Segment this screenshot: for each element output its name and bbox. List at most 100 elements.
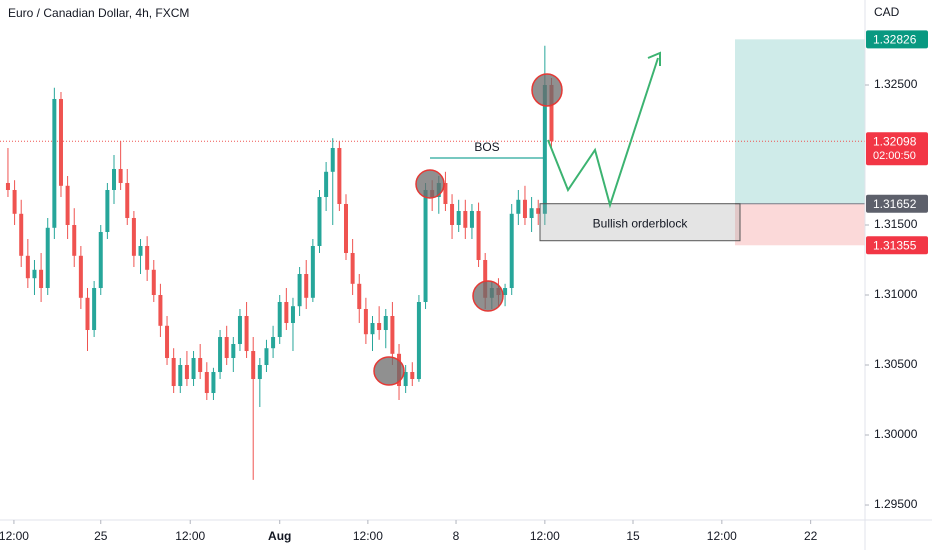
- candle-body: [65, 185, 70, 225]
- candle-body: [456, 210, 461, 225]
- candle-body: [536, 208, 541, 214]
- candle-body: [39, 269, 44, 289]
- stop-badge-bg: [866, 236, 928, 255]
- candle-body: [32, 269, 37, 279]
- candle-body: [145, 245, 150, 270]
- candle-body: [92, 288, 97, 331]
- candle-body: [98, 231, 103, 289]
- candle-body: [416, 302, 421, 380]
- candle-body: [390, 316, 395, 354]
- candle-body: [264, 348, 269, 366]
- candle-body: [218, 337, 223, 373]
- candle-body: [443, 182, 448, 204]
- y-tick-label: 1.32500: [874, 77, 918, 91]
- y-tick-label: 1.30500: [874, 357, 918, 371]
- orderblock-label: Bullish orderblock: [593, 216, 689, 230]
- candle-body: [529, 208, 534, 218]
- candle-body: [509, 213, 514, 289]
- x-tick-label: 12:00: [707, 529, 737, 543]
- y-tick-label: 1.29500: [874, 497, 918, 511]
- highlight-ellipse: [531, 73, 563, 107]
- candle-body: [5, 182, 10, 190]
- x-tick-label: 12:00: [353, 529, 383, 543]
- candle-body: [118, 168, 123, 183]
- candle-body: [244, 316, 249, 352]
- candle-body: [19, 213, 24, 256]
- candle-body: [483, 260, 488, 298]
- candle-body: [297, 274, 302, 307]
- candle-body: [105, 189, 110, 232]
- profit-zone: [735, 39, 865, 204]
- loss-zone: [735, 203, 865, 246]
- candle-body: [257, 365, 262, 380]
- candle-body: [171, 358, 176, 387]
- candle-body: [317, 196, 322, 246]
- x-tick-label: Aug: [268, 529, 291, 543]
- orderblock-box: [539, 203, 741, 242]
- chart-title: Euro / Canadian Dollar, 4h, FXCM: [8, 6, 189, 20]
- candle-body: [469, 210, 474, 228]
- candle-body: [211, 372, 216, 394]
- candle-body: [403, 372, 408, 387]
- candle-body: [423, 189, 428, 303]
- candle-body: [151, 269, 156, 296]
- x-tick-label: 12:00: [175, 529, 205, 543]
- candle-body: [304, 274, 309, 298]
- candle-body: [383, 316, 388, 331]
- candle-body: [58, 98, 63, 186]
- candle-body: [522, 199, 527, 218]
- candle-body: [52, 98, 57, 228]
- countdown: 02:00:50: [873, 150, 916, 162]
- candle-body: [463, 210, 468, 228]
- candle-body: [85, 297, 90, 331]
- candle-body: [549, 84, 554, 142]
- last-price-badge-bg: [866, 132, 928, 166]
- x-tick-label: 15: [626, 529, 640, 543]
- candle-body: [158, 295, 163, 326]
- candle-body: [542, 84, 547, 214]
- entry-badge-bg: [866, 194, 928, 213]
- candle-body: [237, 316, 242, 345]
- y-tick-label: 1.30000: [874, 427, 918, 441]
- candle-body: [12, 189, 17, 214]
- candle-body: [290, 306, 295, 324]
- entry-badge: 1.31652: [873, 197, 917, 211]
- candle-body: [410, 372, 415, 380]
- candle-body: [204, 372, 209, 394]
- candle-body: [198, 358, 203, 373]
- arrow-head: [647, 51, 661, 66]
- candle-body: [344, 203, 348, 253]
- candle-body: [476, 210, 481, 260]
- candle-body: [45, 227, 50, 289]
- y-tick-label: 1.31500: [874, 217, 918, 231]
- x-tick-label: 25: [94, 529, 108, 543]
- target-badge: 1.32826: [873, 33, 917, 47]
- candle-body: [350, 252, 355, 284]
- candle-body: [131, 217, 136, 256]
- y-tick-label: 1.31000: [874, 287, 918, 301]
- candle-body: [370, 323, 375, 335]
- candle-body: [310, 245, 315, 298]
- currency-label: CAD: [874, 5, 900, 19]
- candle-body: [72, 224, 77, 256]
- candle-body: [251, 351, 256, 380]
- x-tick-label: 12:00: [0, 529, 29, 543]
- candle-body: [271, 337, 276, 349]
- candle-body: [503, 288, 508, 296]
- candle-body: [165, 325, 170, 359]
- candle-body: [138, 245, 143, 256]
- candle-body: [450, 203, 455, 225]
- candle-body: [516, 199, 521, 214]
- candle-body: [125, 182, 130, 218]
- candle-body: [191, 358, 196, 380]
- highlight-ellipse: [472, 280, 504, 312]
- target-badge-bg: [866, 30, 928, 49]
- highlight-ellipse: [415, 169, 445, 199]
- bos-label: BOS: [474, 140, 499, 154]
- candle-body: [224, 337, 229, 359]
- x-tick-label: 12:00: [530, 529, 560, 543]
- candle-body: [330, 147, 335, 172]
- projection-arrow: [547, 57, 659, 209]
- candle-body: [78, 255, 83, 298]
